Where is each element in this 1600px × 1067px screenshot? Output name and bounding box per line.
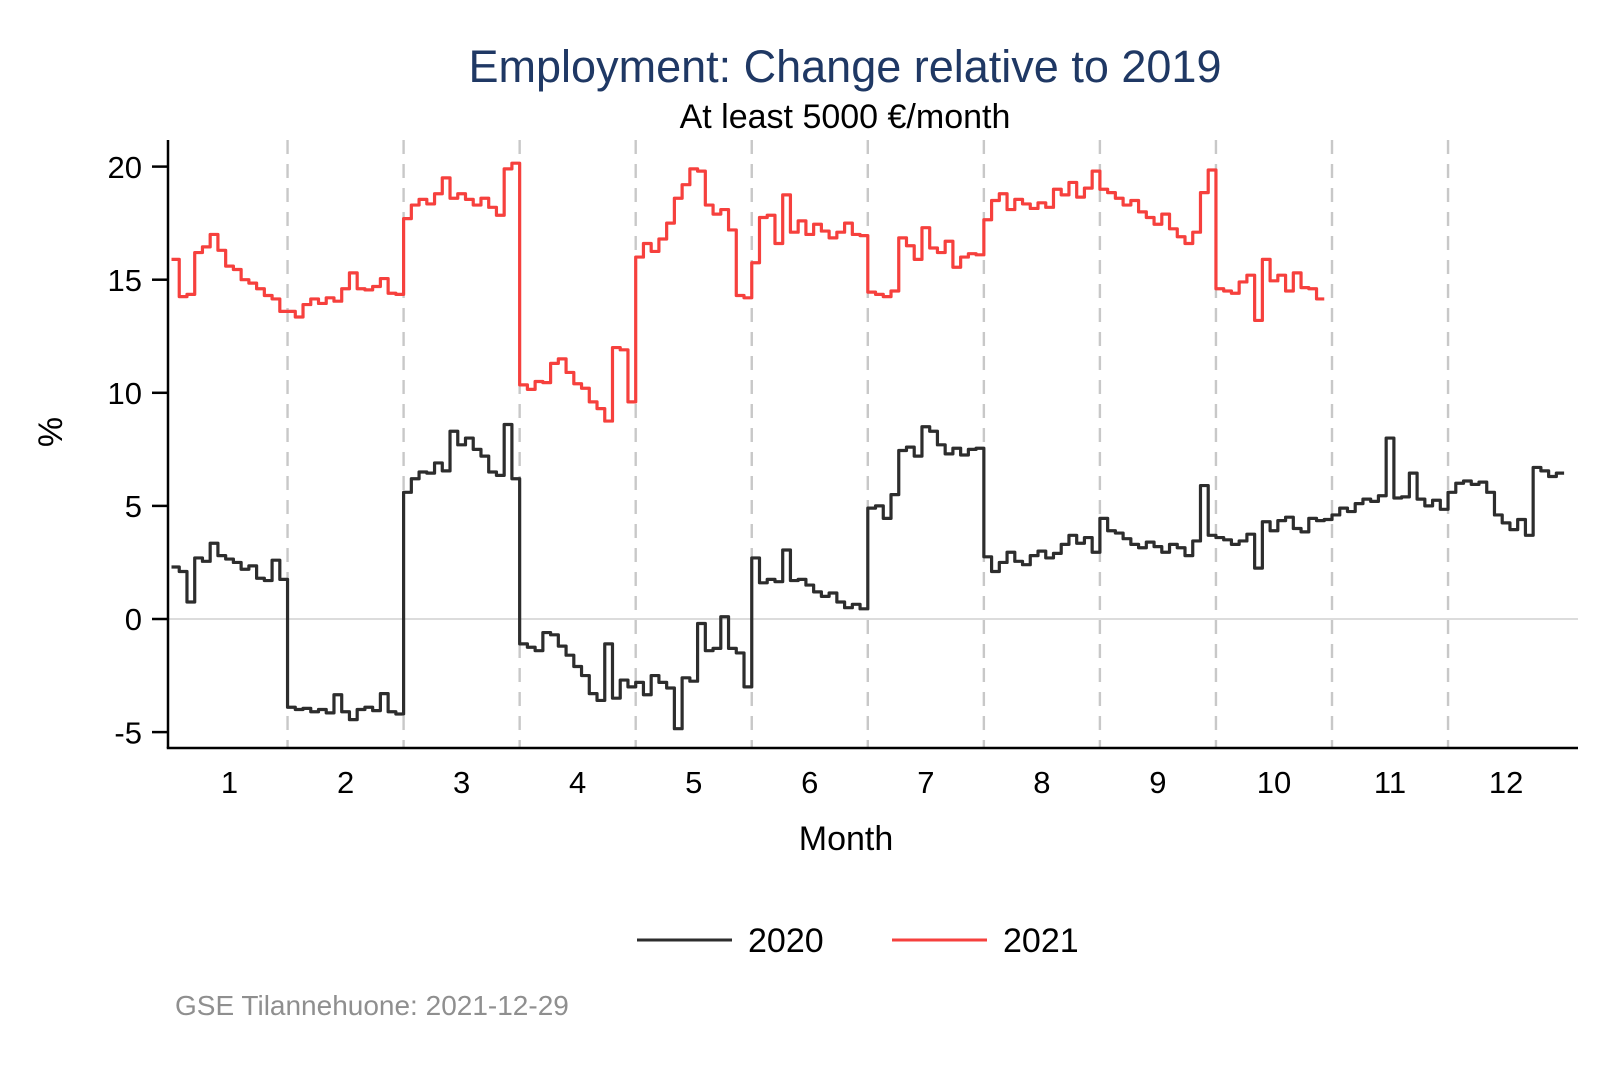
x-tick-label-12: 12: [1489, 765, 1523, 800]
chart-subtitle: At least 5000 €/month: [680, 98, 1011, 136]
chart-title: Employment: Change relative to 2019: [469, 41, 1222, 92]
x-tick-label-2: 2: [337, 765, 354, 800]
series-2020-line: [171, 422, 1565, 731]
y-axis-ticks: 20 15 10 5 0 -5: [108, 150, 168, 750]
y-tick-label-15: 15: [108, 263, 142, 298]
legend-label-2020: 2020: [748, 922, 824, 960]
series-2021-line: [171, 161, 1325, 423]
x-tick-label-3: 3: [453, 765, 470, 800]
source-note: GSE Tilannehuone: 2021-12-29: [175, 990, 569, 1021]
x-tick-label-5: 5: [685, 765, 702, 800]
y-tick-label-20: 20: [108, 150, 142, 185]
y-tick-label-0: 0: [125, 602, 142, 637]
x-tick-label-6: 6: [801, 765, 818, 800]
x-tick-label-1: 1: [221, 765, 238, 800]
x-tick-label-9: 9: [1149, 765, 1166, 800]
y-tick-label--5: -5: [114, 715, 142, 750]
x-tick-label-11: 11: [1374, 765, 1406, 800]
x-tick-label-8: 8: [1033, 765, 1050, 800]
x-tick-label-7: 7: [917, 765, 934, 800]
x-axis-title: Month: [799, 820, 894, 858]
y-tick-label-10: 10: [108, 376, 142, 411]
x-tick-label-4: 4: [569, 765, 586, 800]
x-axis-tick-labels: 1 2 3 4 5 6 7 8 9 10 11 12: [221, 765, 1523, 800]
y-tick-label-5: 5: [125, 489, 142, 524]
legend: 2020 2021: [637, 922, 1079, 960]
y-axis-title: %: [32, 417, 70, 447]
legend-label-2021: 2021: [1003, 922, 1079, 960]
x-tick-label-10: 10: [1257, 765, 1291, 800]
